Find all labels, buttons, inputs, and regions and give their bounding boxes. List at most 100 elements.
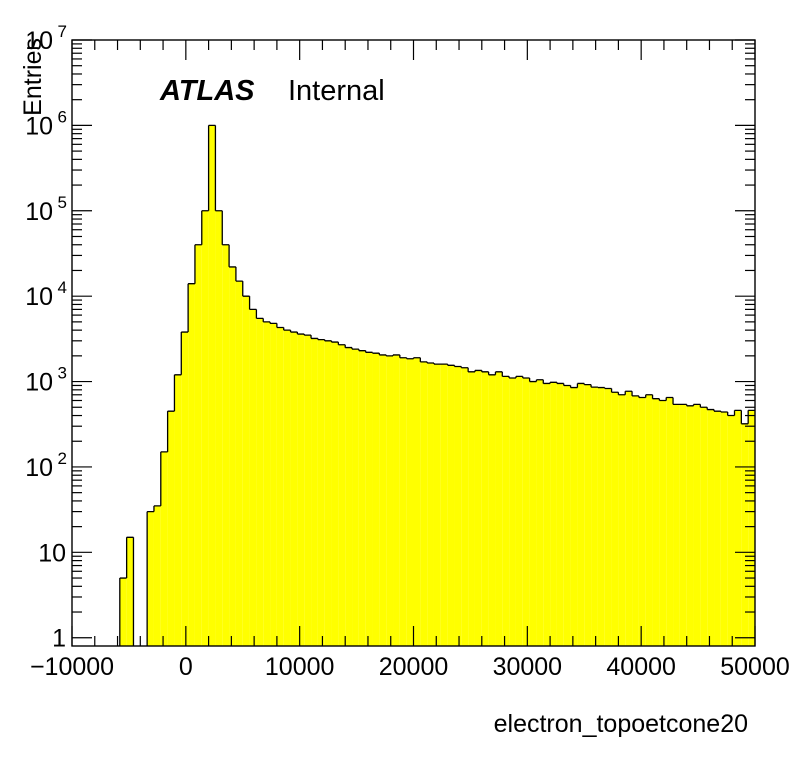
histogram-bin	[488, 374, 496, 646]
x-tick-label: 50000	[720, 653, 790, 681]
histogram-bin	[714, 411, 721, 646]
histogram-bin	[570, 387, 578, 646]
histogram-bin	[345, 347, 353, 646]
histogram-bin	[235, 281, 243, 646]
histogram-bin	[174, 374, 182, 646]
axis-ticks	[71, 39, 756, 646]
x-tick-label: 0	[179, 653, 193, 681]
histogram-bin	[550, 382, 557, 646]
histogram-bin	[577, 383, 585, 646]
y-tick-label: 10	[25, 198, 53, 226]
histogram-bin	[707, 409, 715, 646]
histogram-bin	[679, 404, 687, 646]
histogram-outline	[119, 124, 755, 646]
histogram-bin	[454, 366, 462, 646]
histogram-bars	[119, 124, 755, 646]
histogram-bin	[591, 387, 598, 646]
histogram-bin	[447, 365, 455, 646]
histogram-bin	[461, 367, 469, 646]
histogram-bin	[358, 350, 366, 646]
histogram-bin	[126, 537, 134, 646]
histogram-bin	[256, 318, 264, 646]
histogram-bin	[194, 244, 202, 646]
y-tick-exponent: 3	[58, 364, 67, 383]
y-axis-title: Entries	[19, 38, 47, 116]
histogram-bin	[481, 371, 489, 646]
histogram-bin	[638, 397, 646, 646]
histogram-bin	[686, 405, 694, 646]
histogram-bin	[734, 410, 742, 646]
histogram-bin	[720, 412, 728, 646]
y-tick-exponent: 2	[58, 449, 67, 468]
histogram-bin	[693, 404, 701, 646]
histogram-bin	[290, 332, 298, 646]
histogram-bin	[229, 266, 236, 646]
histogram-bin	[338, 344, 346, 646]
x-tick-label: 40000	[606, 653, 676, 681]
histogram-bin	[618, 394, 626, 646]
histogram-bin	[365, 352, 373, 646]
histogram-bin	[673, 404, 680, 646]
histogram-bin	[563, 385, 571, 646]
histogram-bin	[413, 357, 421, 646]
atlas-label: ATLAS	[159, 75, 255, 107]
histogram-bin	[748, 410, 755, 646]
tick-labels: −10000 0 10000 20000 30000 40000 50000 1 10 10 2 10…	[25, 22, 790, 681]
y-tick-exponent: 4	[58, 278, 67, 297]
histogram-bin	[700, 407, 708, 646]
histogram-bin	[536, 379, 544, 646]
histogram-bin	[509, 378, 516, 646]
histogram-bin	[119, 578, 127, 646]
histogram-bin	[352, 349, 359, 646]
histogram-bin	[311, 338, 318, 646]
x-axis-title: electron_topoetcone20	[494, 710, 748, 738]
histogram-bin	[208, 125, 216, 646]
x-tick-label: 10000	[265, 653, 335, 681]
histogram-bin	[324, 340, 332, 646]
histogram-bin	[584, 384, 592, 646]
y-tick-exponent: 7	[58, 22, 67, 41]
y-tick-label: 10	[38, 539, 66, 567]
histogram-bin	[515, 376, 523, 646]
y-tick-label: 1	[52, 625, 66, 653]
histogram-bin	[167, 411, 175, 646]
internal-label: Internal	[288, 75, 385, 107]
histogram-bin	[406, 358, 414, 646]
histogram-bin	[249, 309, 257, 646]
histogram-bin	[556, 383, 564, 646]
histogram-bin	[160, 451, 168, 646]
histogram-bin	[242, 296, 250, 646]
histogram-bin	[379, 354, 387, 646]
histogram-bin	[659, 400, 667, 646]
histogram-bin	[645, 394, 653, 646]
histogram-bin	[529, 381, 537, 646]
histogram-bin	[304, 335, 312, 646]
histogram-bin	[543, 383, 551, 646]
histogram-bin	[181, 332, 189, 646]
histogram-bin	[317, 339, 325, 646]
histogram-bin	[201, 210, 209, 646]
histogram-bin	[147, 511, 154, 646]
histogram-bin	[440, 364, 448, 646]
histogram-bin	[393, 354, 400, 646]
histogram-bin	[741, 423, 749, 646]
histogram-bin	[427, 362, 434, 646]
histogram-bin	[522, 378, 530, 646]
histogram-bin	[495, 371, 503, 646]
histogram-bin	[474, 370, 482, 646]
y-tick-label: 10	[25, 283, 53, 311]
histogram-bin	[399, 357, 407, 646]
histogram-bin	[263, 321, 271, 646]
histogram-bin	[222, 244, 230, 646]
histogram-bin	[433, 364, 441, 646]
histogram-bin	[611, 392, 619, 646]
histogram-bin	[297, 334, 305, 646]
y-tick-label: 10	[25, 369, 53, 397]
histogram-bin	[153, 505, 161, 646]
histogram-bin	[215, 210, 223, 646]
histogram-bin	[270, 323, 277, 646]
histogram-bin	[632, 395, 639, 646]
y-tick-exponent: 5	[58, 193, 67, 212]
histogram-bin	[276, 327, 284, 646]
